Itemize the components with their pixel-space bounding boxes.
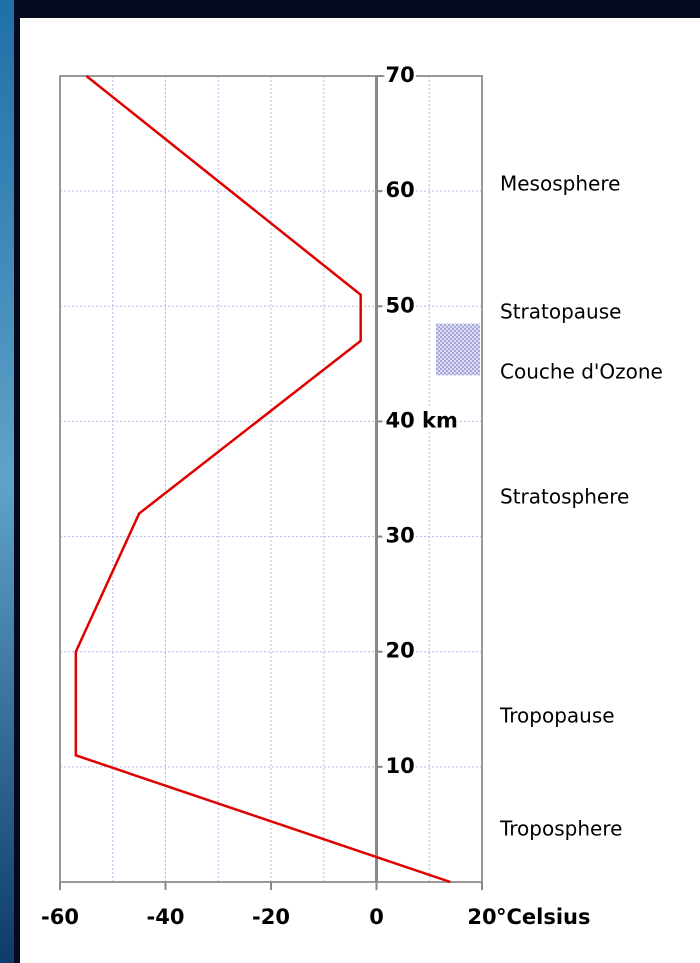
y-tick-label: 40 km (386, 408, 458, 432)
layer-label: Couche d'Ozone (500, 360, 663, 384)
y-tick-label: 60 (386, 178, 415, 202)
y-tick-label: 10 (386, 754, 415, 778)
y-tick-label: 20 (386, 639, 415, 663)
layer-label: Stratosphere (500, 485, 629, 509)
x-tick-label: -60 (41, 905, 79, 929)
y-tick-label: 70 (386, 63, 415, 87)
layer-label: Troposphere (499, 817, 622, 841)
page: 10203040 km506070-60-40-20020°CelsiusMes… (0, 0, 700, 963)
x-tick-label: -40 (147, 905, 185, 929)
ozone-band (436, 324, 480, 376)
x-axis-label: °Celsius (496, 905, 591, 929)
sea-strip (0, 0, 14, 963)
y-tick-label: 50 (386, 293, 415, 317)
chart: 10203040 km506070-60-40-20020°CelsiusMes… (0, 0, 700, 963)
layer-label: Tropopause (499, 704, 615, 728)
y-tick-label: 30 (386, 524, 415, 548)
x-tick-label: 0 (369, 905, 384, 929)
layer-label: Mesosphere (500, 172, 620, 196)
x-tick-label: 20 (467, 905, 496, 929)
layer-label: Stratopause (500, 300, 621, 324)
x-tick-label: -20 (252, 905, 290, 929)
